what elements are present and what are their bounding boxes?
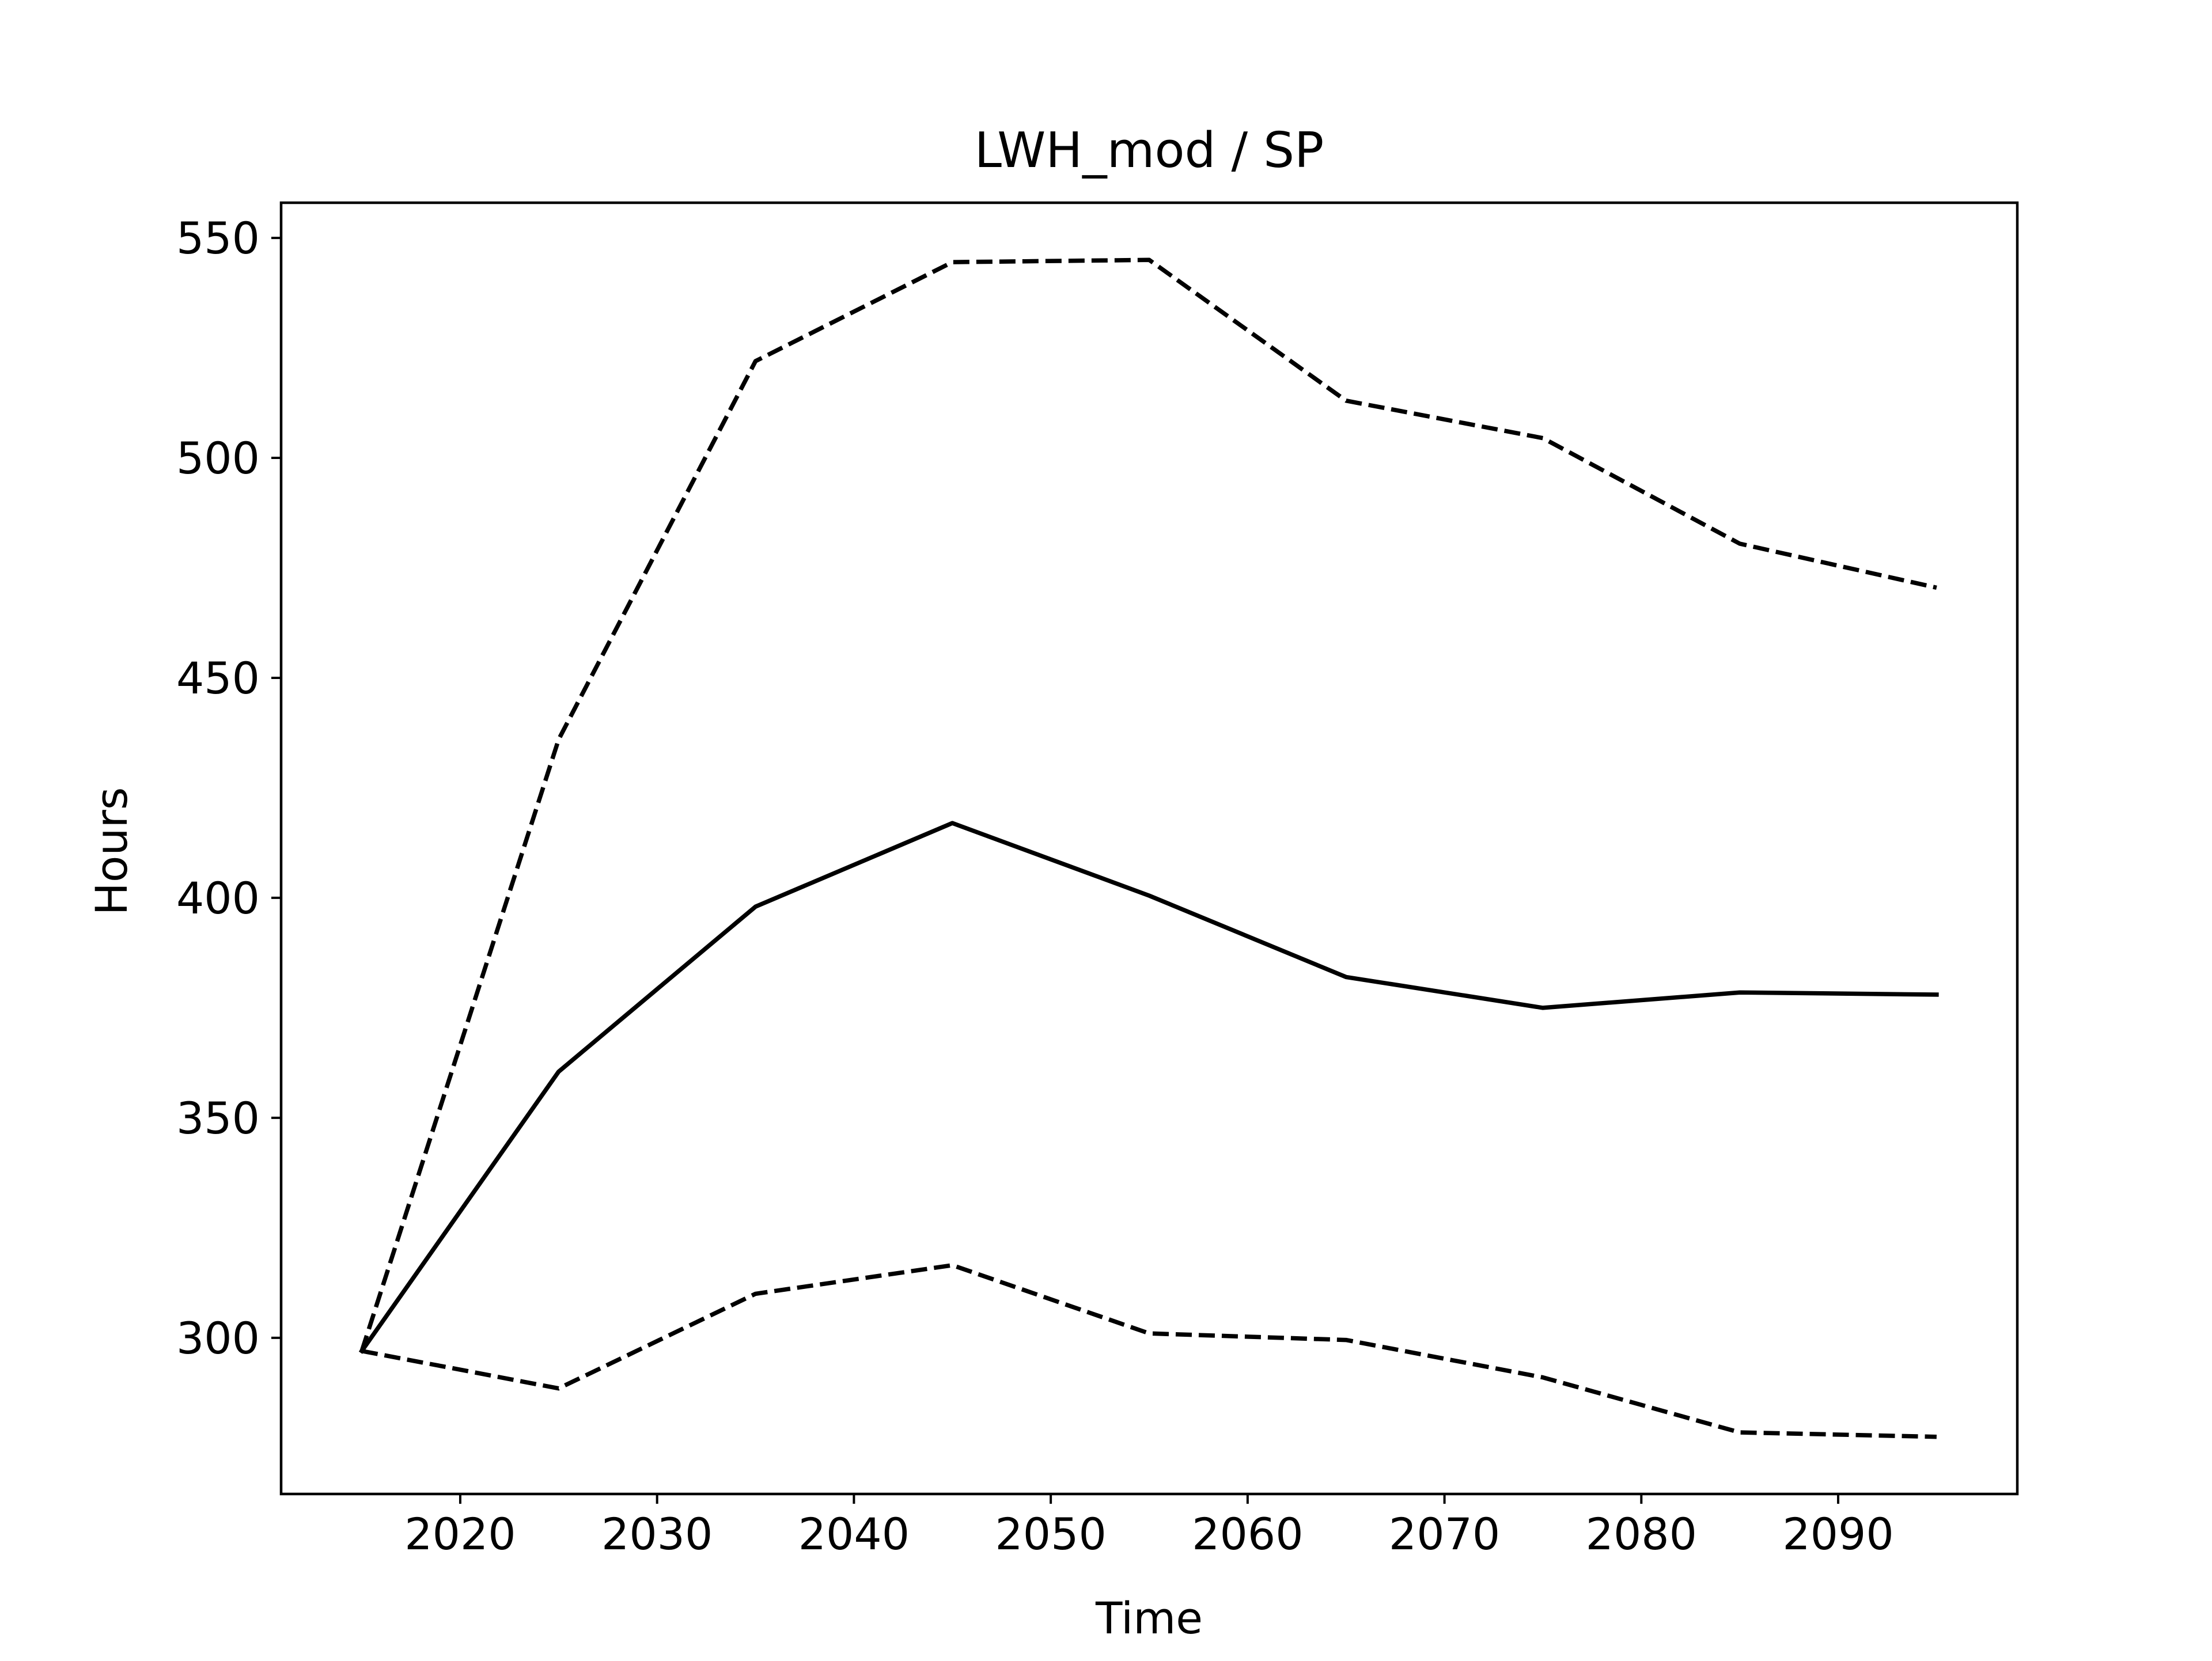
x-tick-label: 2060 (1192, 1508, 1303, 1560)
x-tick-label: 2080 (1586, 1508, 1697, 1560)
x-tick-label: 2040 (798, 1508, 910, 1560)
x-tick-label: 2020 (404, 1508, 516, 1560)
y-axis-label: Hours (86, 787, 137, 916)
x-tick-label: 2070 (1389, 1508, 1500, 1560)
plot-frame (279, 201, 2019, 1496)
series-layer (358, 257, 1939, 1439)
y-tick-label: 550 (176, 213, 260, 264)
series-line-1 (359, 257, 1937, 1352)
y-tick-label: 350 (176, 1093, 260, 1144)
series-line-0 (358, 821, 1939, 1354)
tick-layer: 2020 2030 2040 2050 2060 2070 2080 2090 300 350 40… (176, 213, 1894, 1560)
y-tick-label: 300 (176, 1313, 260, 1364)
x-tick-label: 2030 (601, 1508, 713, 1560)
y-tick-label: 450 (176, 653, 260, 704)
chart-title: LWH_mod / SP (975, 122, 1324, 179)
y-tick-label: 500 (176, 433, 260, 484)
x-axis-label: Time (1095, 1592, 1203, 1644)
y-tick-label: 400 (176, 873, 260, 924)
x-tick-label: 2090 (1782, 1508, 1893, 1560)
series-line-2 (361, 1263, 1937, 1439)
x-tick-label: 2050 (995, 1508, 1106, 1560)
